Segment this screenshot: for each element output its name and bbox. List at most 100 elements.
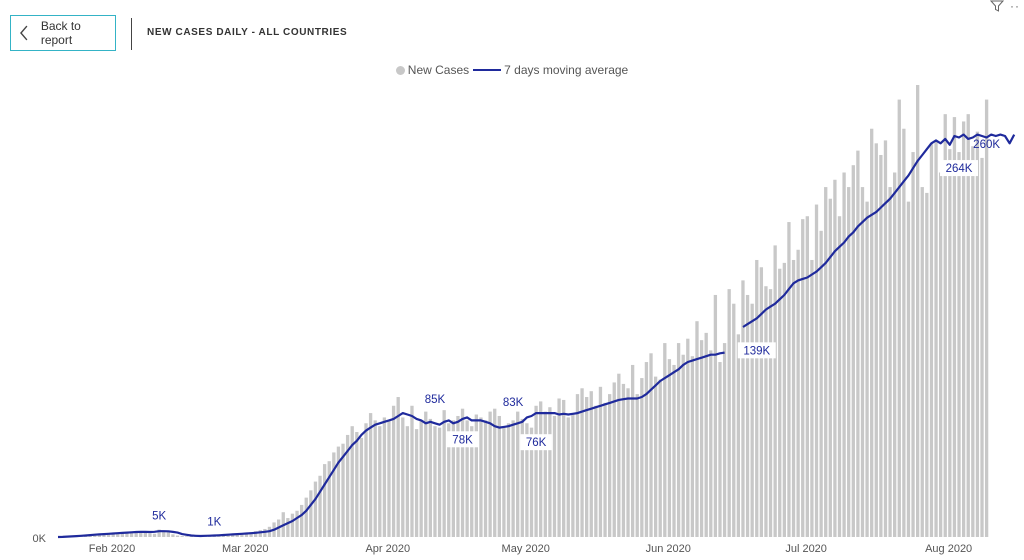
- new-cases-bar: [961, 121, 966, 538]
- new-cases-bar: [442, 410, 446, 537]
- new-cases-bar: [396, 397, 400, 537]
- new-cases-bar: [152, 533, 157, 537]
- more-options-icon[interactable]: ··: [1010, 0, 1020, 13]
- new-cases-bar: [782, 262, 786, 537]
- new-cases-bar: [920, 187, 924, 537]
- new-cases-bar: [630, 364, 635, 537]
- x-axis-tick-label: Jul 2020: [785, 543, 827, 555]
- back-to-report-label: Back to report: [40, 19, 81, 47]
- new-cases-bar: [870, 128, 874, 537]
- new-cases-bar: [116, 532, 120, 537]
- new-cases-bar: [488, 411, 492, 537]
- new-cases-bar: [534, 405, 538, 537]
- new-cases-bar: [653, 376, 658, 537]
- new-cases-bar: [529, 427, 534, 537]
- new-cases-bar: [263, 528, 267, 537]
- data-label: 78K: [452, 434, 473, 446]
- new-cases-bar: [378, 426, 382, 537]
- new-cases-bar: [667, 359, 672, 537]
- data-label: 264K: [946, 163, 973, 175]
- new-cases-bar: [401, 417, 405, 537]
- new-cases-bar: [382, 417, 387, 537]
- data-label-box: [940, 160, 979, 177]
- new-cases-bar: [157, 529, 161, 537]
- new-cases-bar: [971, 146, 975, 537]
- new-cases-bar: [258, 530, 262, 537]
- new-cases-bar: [304, 497, 308, 537]
- new-cases-bar: [120, 532, 125, 537]
- new-cases-bar: [617, 373, 621, 537]
- new-cases-bar: [860, 187, 865, 537]
- legend-bars-label: New Cases: [407, 63, 470, 77]
- new-cases-bar: [249, 532, 253, 537]
- new-cases-bar: [934, 140, 938, 538]
- new-cases-bar: [686, 338, 690, 537]
- new-cases-bar: [525, 423, 529, 537]
- new-cases-bar: [493, 408, 497, 537]
- new-cases-bar: [847, 187, 851, 537]
- header-divider: [131, 18, 132, 50]
- back-to-report-button[interactable]: Back to report: [10, 15, 116, 51]
- new-cases-bar: [543, 411, 547, 537]
- new-cases-bar: [516, 411, 520, 537]
- new-cases-bar: [373, 420, 377, 537]
- new-cases-bar: [548, 407, 552, 537]
- data-label: 1K: [207, 517, 221, 529]
- new-cases-bar: [833, 179, 837, 537]
- new-cases-bar: [750, 303, 754, 537]
- new-cases-bar: [474, 414, 478, 537]
- new-cases-bar: [865, 201, 869, 538]
- new-cases-bar: [235, 533, 239, 537]
- new-cases-bar: [727, 289, 731, 537]
- new-cases-bar: [575, 394, 580, 537]
- new-cases-bar: [916, 85, 920, 537]
- x-axis-tick-label: Jun 2020: [646, 543, 691, 555]
- new-cases-bar: [286, 518, 290, 537]
- new-cases-bar: [254, 531, 258, 537]
- new-cases-bar: [552, 415, 557, 537]
- x-axis-tick-label: Feb 2020: [89, 543, 135, 555]
- new-cases-bar: [957, 152, 961, 537]
- new-cases-bar: [626, 388, 630, 537]
- new-cases-bar: [327, 461, 331, 537]
- filter-icon[interactable]: [990, 0, 1004, 12]
- new-cases-bar: [470, 426, 474, 537]
- new-cases-bar: [148, 533, 152, 537]
- data-label: 139K: [743, 345, 770, 357]
- new-cases-bar: [562, 399, 566, 537]
- new-cases-bar: [736, 334, 741, 537]
- new-cases-bar: [134, 531, 138, 537]
- new-cases-bar: [695, 321, 699, 537]
- moving-average-line: [57, 133, 1016, 539]
- new-cases-bar: [837, 216, 842, 537]
- new-cases-bar: [663, 343, 667, 537]
- new-cases-bar: [975, 131, 980, 537]
- new-cases-bar: [612, 382, 616, 537]
- new-cases-bar: [801, 219, 805, 537]
- new-cases-bar: [856, 150, 860, 537]
- new-cases-bar: [925, 192, 929, 537]
- new-cases-bar: [309, 490, 313, 537]
- new-cases-bar: [810, 259, 814, 537]
- new-cases-bar: [681, 354, 685, 537]
- chart-legend: New Cases 7 days moving average: [0, 63, 1024, 77]
- new-cases-bar: [332, 452, 336, 537]
- new-cases-bar: [745, 294, 750, 537]
- new-cases-bar: [755, 259, 759, 537]
- new-cases-bar: [952, 117, 957, 537]
- new-cases-bar: [658, 379, 662, 537]
- new-cases-bar: [355, 432, 359, 537]
- new-cases-bar: [437, 427, 442, 537]
- new-cases-bar: [180, 536, 184, 537]
- new-cases-bar: [506, 423, 511, 537]
- new-cases-bar: [428, 418, 433, 537]
- new-cases-bar: [791, 259, 796, 537]
- new-cases-bar: [902, 128, 906, 537]
- new-cases-bar: [773, 245, 777, 538]
- data-label: 5K: [152, 511, 166, 523]
- new-cases-bar: [759, 267, 764, 537]
- new-cases-bar: [162, 531, 166, 537]
- new-cases-bar: [511, 420, 515, 537]
- new-cases-bar: [603, 402, 607, 537]
